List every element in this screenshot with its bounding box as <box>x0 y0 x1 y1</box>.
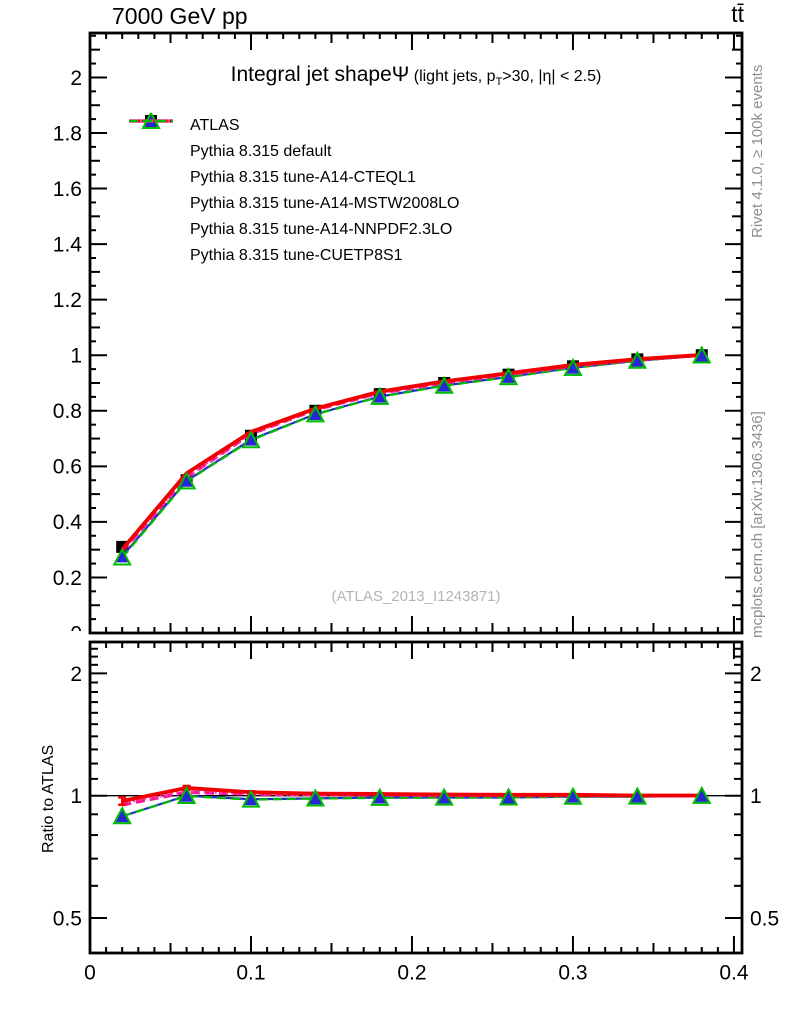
legend: ATLAS Pythia 8.315 default Pythia 8.315 … <box>128 113 459 269</box>
axis-ticks <box>89 33 742 953</box>
svg-text:2: 2 <box>750 663 762 686</box>
legend-item-pythia-default: Pythia 8.315 default <box>128 114 459 165</box>
svg-text:0.1: 0.1 <box>236 961 265 984</box>
ratio-pythia-default-line <box>121 794 702 818</box>
svg-text:0.2: 0.2 <box>53 567 82 590</box>
svg-text:1.4: 1.4 <box>53 233 83 256</box>
beam-energy-label: 7000 GeV pp <box>112 3 248 29</box>
svg-text:0.4: 0.4 <box>719 961 749 984</box>
legend-item-cuetp8s1: Pythia 8.315 tune-CUETP8S1 <box>128 113 459 269</box>
cuetp8s1-line-icon <box>128 113 174 264</box>
legend-item-mstw2008lo: Pythia 8.315 tune-A14-MSTW2008LO <box>128 119 459 217</box>
cteql1-line-icon <box>128 119 174 186</box>
svg-text:1.2: 1.2 <box>53 289 82 312</box>
series-nnpdf-line <box>121 353 702 552</box>
legend-item-atlas: ATLAS <box>128 113 459 139</box>
series-atlas-markers <box>116 349 708 553</box>
series-cteql1-line <box>120 353 702 551</box>
svg-text:0.6: 0.6 <box>53 456 82 479</box>
mc-marker-overlay <box>112 345 712 825</box>
svg-text:1.6: 1.6 <box>53 178 82 201</box>
mcplots-credit-note: mcplots.cern.ch [arXiv:1306.3436] <box>749 411 766 638</box>
ratio-cuetp8s1-line <box>121 794 702 818</box>
svg-text:1: 1 <box>70 345 82 368</box>
svg-text:0.8: 0.8 <box>53 400 82 423</box>
analysis-id-watermark: (ATLAS_2013_I1243871) <box>331 588 501 605</box>
rivet-version-note: Rivet 4.1.0, ≥ 100k events <box>749 64 766 238</box>
legend-item-cteql1: Pythia 8.315 tune-A14-CTEQL1 <box>128 119 459 191</box>
plot-title: Integral jet shapeΨ (light jets, pT>30, … <box>90 63 742 88</box>
ratio-axis-title: Ratio to ATLAS <box>40 744 57 853</box>
svg-text:2: 2 <box>70 67 82 90</box>
legend-item-nnpdf23lo: Pythia 8.315 tune-A14-NNPDF2.3LO <box>128 119 459 243</box>
svg-text:1: 1 <box>750 785 762 808</box>
clipped-zero-label: 0 <box>70 622 82 645</box>
svg-text:2: 2 <box>70 663 82 686</box>
nnpdf-line-icon <box>128 119 174 238</box>
svg-text:0: 0 <box>84 961 96 984</box>
plot-title-main: Integral jet shapeΨ <box>230 63 410 86</box>
mstw-line-icon <box>128 119 174 212</box>
svg-text:1: 1 <box>70 785 82 808</box>
plot-title-cuts: (light jets, pT>30, |η| < 2.5) <box>409 68 602 89</box>
svg-text:0.5: 0.5 <box>750 907 779 930</box>
axis-tick-labels: 0 0.1 0.2 0.3 0.4 0.2 0.4 0.6 0.8 1 1.2 1.4 1.6 1.8 2 0… <box>53 67 779 985</box>
panel-frames <box>88 31 744 955</box>
svg-text:0: 0 <box>70 622 82 645</box>
svg-text:1.8: 1.8 <box>53 122 82 145</box>
svg-text:0.4: 0.4 <box>53 511 83 534</box>
ratio-cteql1-line <box>121 786 702 803</box>
svg-text:0.2: 0.2 <box>397 961 426 984</box>
svg-text:0.5: 0.5 <box>53 907 82 930</box>
svg-text:0.3: 0.3 <box>558 961 587 984</box>
pythia-default-line-icon <box>128 114 174 160</box>
process-label: tt̄ <box>731 1 744 27</box>
